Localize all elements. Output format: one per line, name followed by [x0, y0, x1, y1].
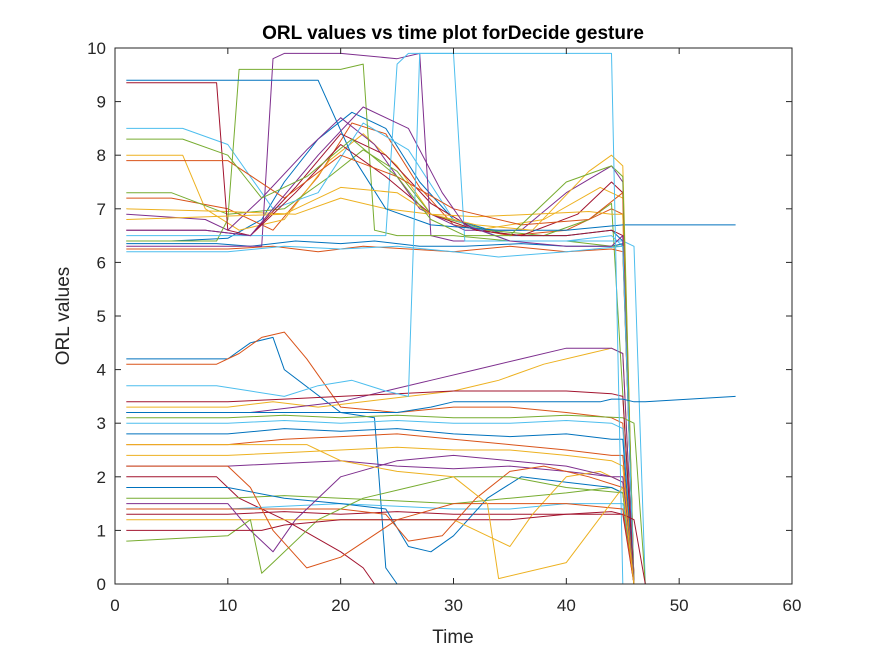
- y-tick-label-6: 6: [97, 253, 106, 272]
- series-line-18: [126, 106, 736, 585]
- y-tick-label-9: 9: [97, 93, 106, 112]
- series-layer: [126, 52, 736, 585]
- series-line-28: [126, 390, 736, 585]
- series-line-4: [126, 117, 736, 585]
- y-tick-label-8: 8: [97, 146, 106, 165]
- x-tick-label-0: 0: [110, 596, 119, 615]
- series-line-3: [126, 133, 736, 585]
- series-line-26: [126, 414, 736, 585]
- x-tick-label-10: 10: [218, 596, 237, 615]
- x-tick-label-50: 50: [670, 596, 689, 615]
- series-line-20: [126, 245, 736, 585]
- y-axis-label: ORL values: [53, 267, 74, 366]
- series-line-45: [126, 444, 736, 585]
- series-line-40: [126, 476, 736, 585]
- series-line-44: [126, 465, 736, 585]
- series-line-34: [126, 503, 736, 585]
- x-axis-ticks: 0 10 20 30 40 50 60: [110, 48, 801, 615]
- series-line-15: [126, 79, 736, 231]
- series-line-27: [126, 420, 736, 585]
- series-line-19: [126, 138, 736, 585]
- series-line-43: [126, 395, 736, 413]
- y-tick-label-4: 4: [97, 361, 106, 380]
- y-tick-label-7: 7: [97, 200, 106, 219]
- series-line-25: [126, 347, 736, 585]
- series-line-30: [126, 433, 736, 585]
- y-tick-label-10: 10: [87, 39, 106, 58]
- series-line-36: [126, 476, 736, 585]
- y-tick-label-5: 5: [97, 307, 106, 326]
- series-line-29: [126, 428, 736, 585]
- series-line-10: [126, 197, 736, 585]
- x-tick-label-20: 20: [331, 596, 350, 615]
- series-line-31: [126, 446, 736, 585]
- y-tick-label-0: 0: [97, 575, 106, 594]
- y-tick-label-3: 3: [97, 414, 106, 433]
- y-tick-label-2: 2: [97, 468, 106, 487]
- chart-title: ORL values vs time plot forDecide gestur…: [262, 23, 644, 44]
- y-axis-ticks: 0 1 2 3 4 5 6 7 8 9 10: [87, 39, 792, 594]
- x-tick-label-40: 40: [557, 596, 576, 615]
- series-line-42: [126, 513, 736, 585]
- series-line-8: [126, 240, 736, 585]
- y-tick-label-1: 1: [97, 521, 106, 540]
- plot-area: [115, 48, 792, 584]
- series-line-14: [126, 82, 736, 585]
- series-line-13: [126, 52, 736, 585]
- series-line-41: [126, 52, 736, 585]
- series-line-35: [126, 511, 736, 585]
- x-axis-label: Time: [432, 627, 474, 648]
- x-tick-label-30: 30: [444, 596, 463, 615]
- x-tick-label-60: 60: [783, 596, 802, 615]
